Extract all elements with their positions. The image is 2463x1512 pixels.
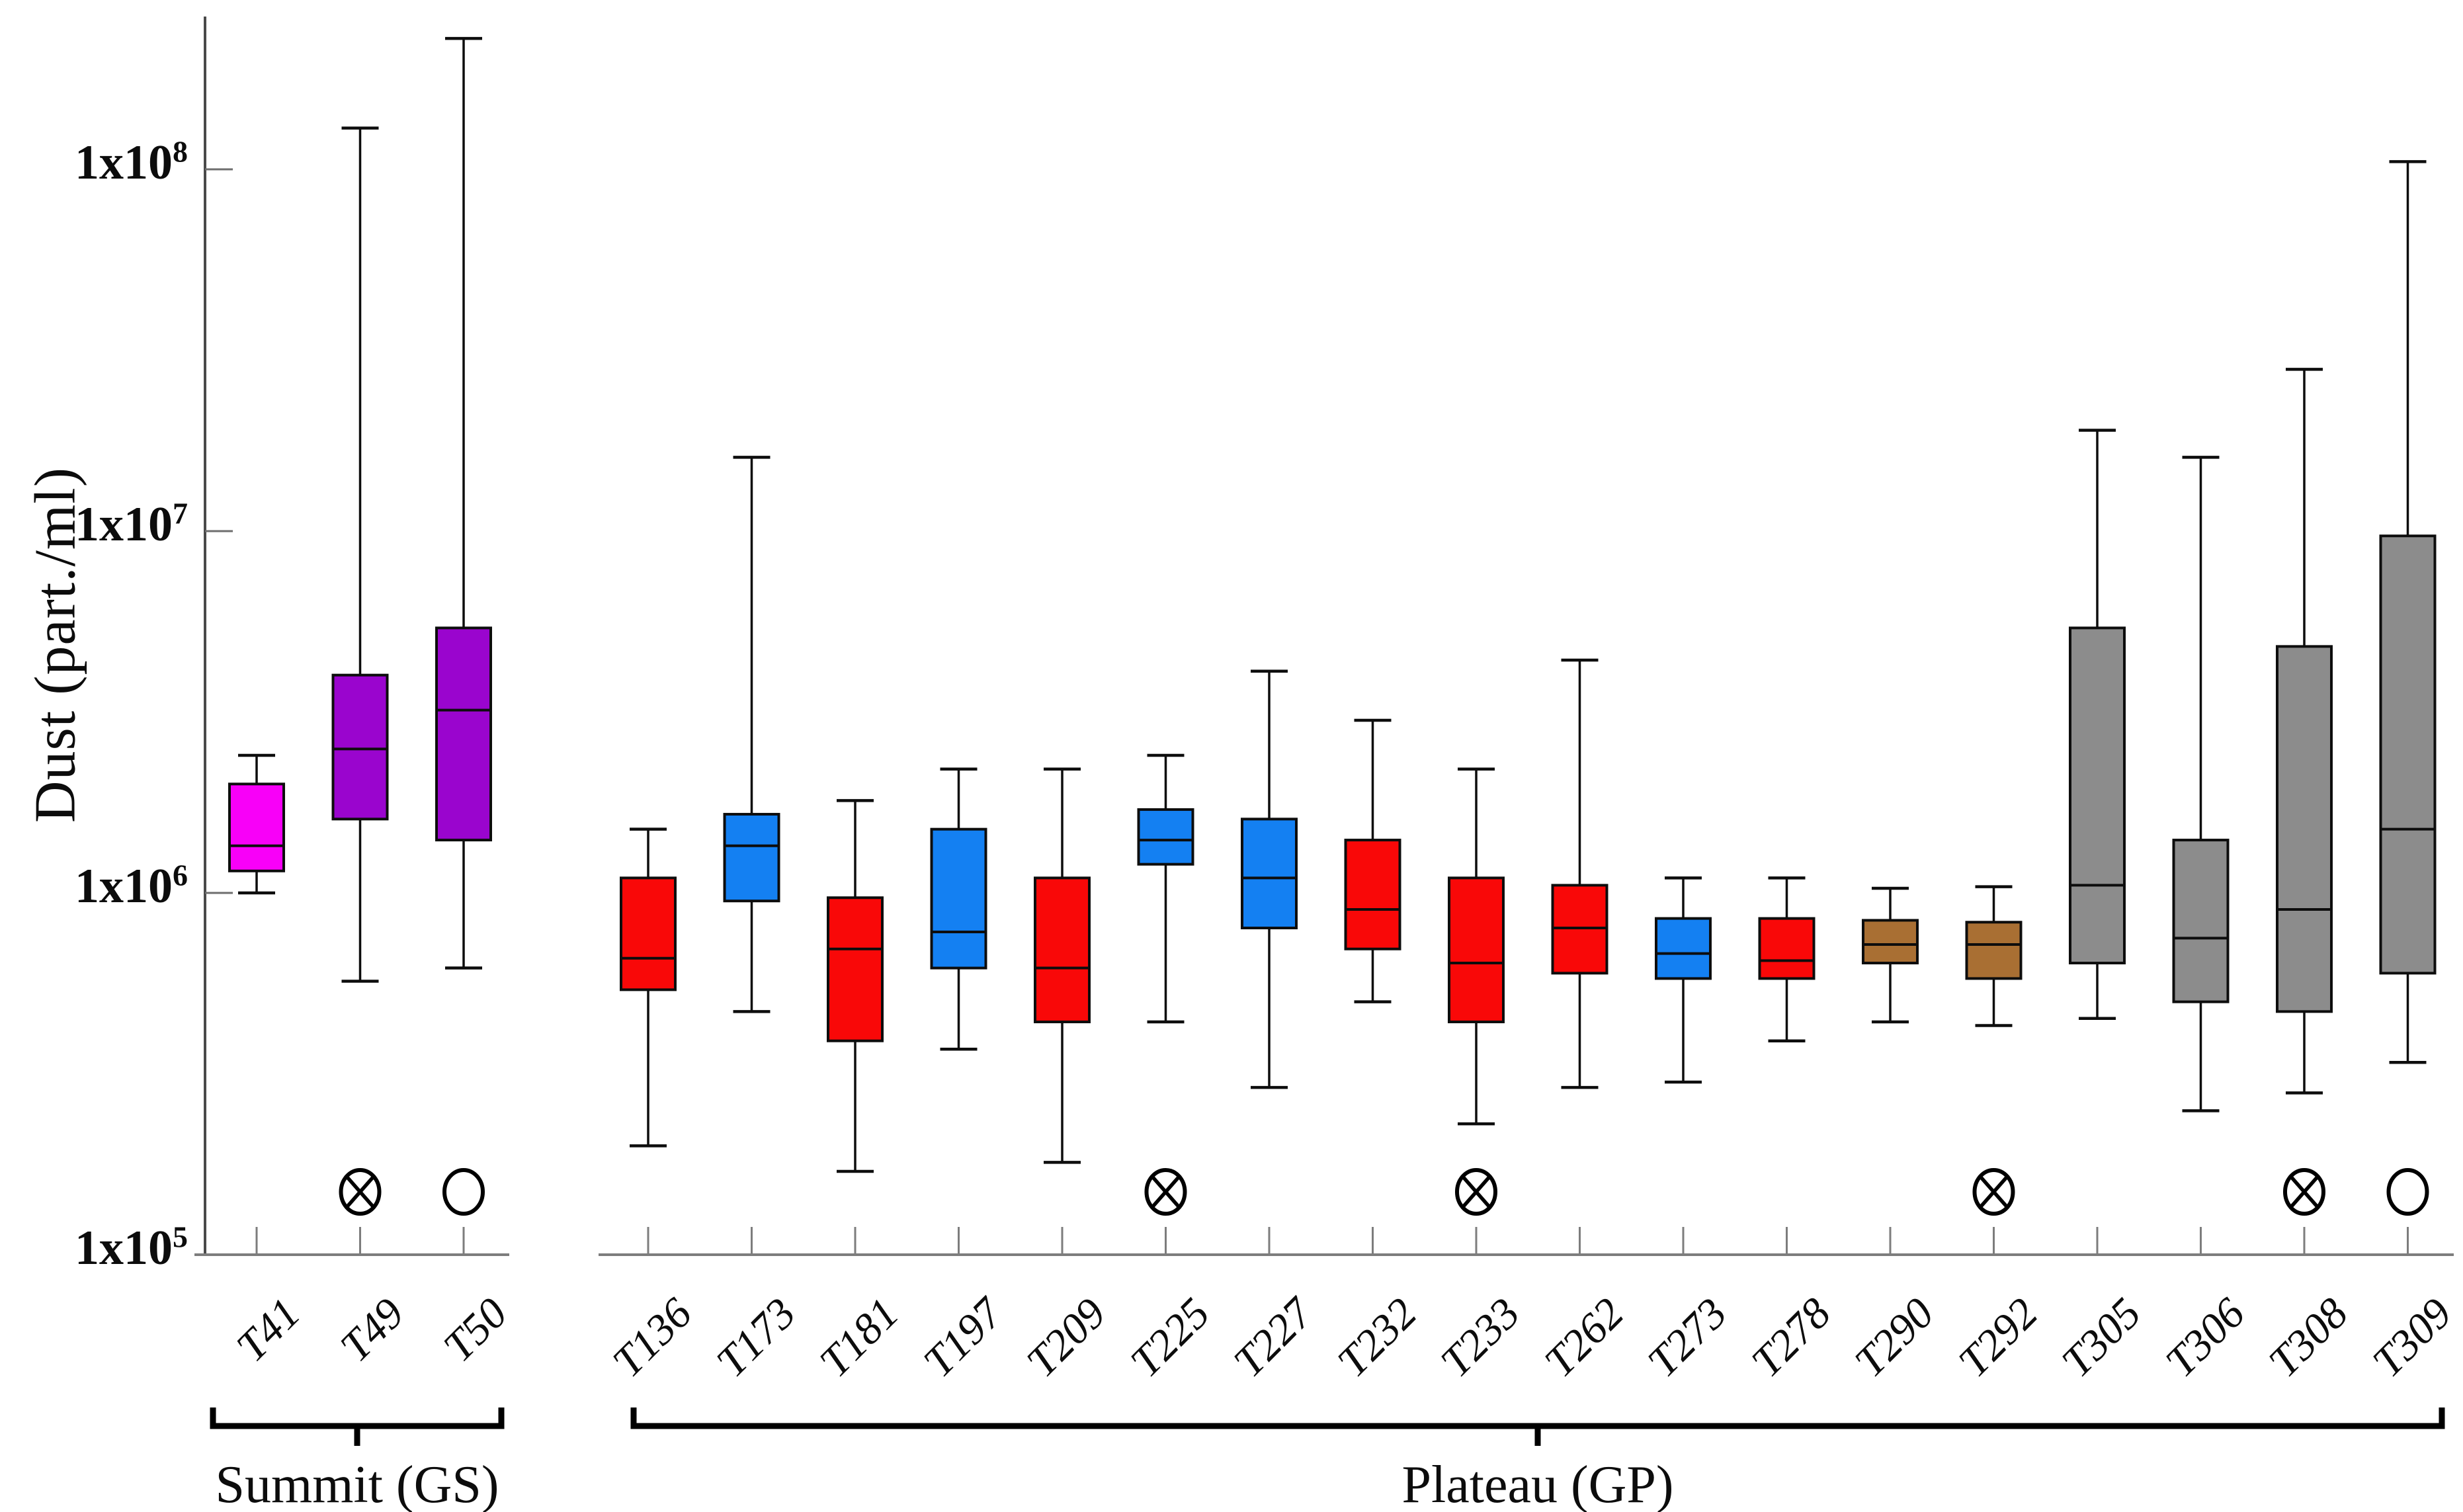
y-tick-exponent: 7 (173, 496, 188, 530)
marker-x-stroke (1978, 1175, 2009, 1209)
marker-ellipse (2283, 1168, 2325, 1216)
box-group-T41 (228, 753, 285, 895)
iqr-box-T309 (2379, 534, 2437, 975)
circle-x-marker (1144, 1168, 1187, 1216)
iqr-box-T173 (723, 813, 780, 903)
marker-ellipse (339, 1168, 382, 1216)
iqr-box-T232 (1344, 839, 1401, 950)
group-bracket-gp (630, 1407, 2445, 1446)
circle-x-marker (339, 1168, 382, 1216)
box-group-T181 (827, 799, 884, 1173)
marker-x-stroke (345, 1175, 376, 1209)
iqr-box-T41 (228, 782, 285, 872)
iqr-box-T290 (1862, 919, 1919, 965)
group-caption-gp: Plateau (GP) (1401, 1456, 1674, 1512)
y-tick-label: 1x108 (75, 134, 188, 190)
y-tick-label: 1x106 (75, 858, 188, 913)
marker-ellipse (2386, 1168, 2429, 1216)
box-group-T197 (930, 767, 987, 1051)
box-group-T290 (1862, 886, 1919, 1024)
box-group-T262 (1551, 658, 1608, 1089)
box-group-T233 (1448, 767, 1505, 1216)
iqr-box-T273 (1655, 917, 1712, 980)
box-group-T225 (1137, 753, 1194, 1216)
box-group-T278 (1758, 876, 1816, 1042)
box-group-T306 (2172, 456, 2230, 1113)
iqr-box-T308 (2276, 645, 2333, 1013)
iqr-box-T305 (2069, 626, 2126, 965)
iqr-box-T225 (1137, 808, 1194, 866)
box-group-T305 (2069, 429, 2126, 1020)
y-tick-exponent: 5 (173, 1220, 188, 1254)
y-tick-label: 1x105 (75, 1220, 188, 1275)
marker-ellipse (1972, 1168, 2015, 1216)
y-tick-exponent: 8 (173, 134, 188, 169)
iqr-box-T136 (620, 876, 677, 991)
box-group-T232 (1344, 718, 1401, 1003)
iqr-box-T227 (1241, 818, 1298, 930)
iqr-box-T233 (1448, 876, 1505, 1024)
box-group-T292 (1965, 885, 2023, 1216)
open-circle-marker (442, 1168, 485, 1216)
marker-x-stroke (2289, 1175, 2319, 1209)
circle-x-marker (1455, 1168, 1497, 1216)
box-group-T273 (1655, 876, 1712, 1084)
marker-x-stroke (1461, 1175, 1491, 1209)
marker-ellipse (442, 1168, 485, 1216)
circle-x-marker (1972, 1168, 2015, 1216)
iqr-box-T292 (1965, 921, 2023, 980)
iqr-box-T306 (2172, 839, 2230, 1003)
iqr-box-T209 (1034, 876, 1091, 1024)
iqr-box-T181 (827, 896, 884, 1042)
box-group-T49 (331, 126, 389, 1216)
iqr-box-T50 (435, 626, 492, 842)
box-group-T173 (723, 456, 780, 1013)
iqr-box-T197 (930, 827, 987, 970)
box-group-T50 (435, 36, 492, 1216)
y-tick-label: 1x107 (75, 496, 188, 552)
open-circle-marker (2386, 1168, 2429, 1216)
box-group-T209 (1034, 767, 1091, 1164)
box-group-T136 (620, 827, 677, 1148)
group-bracket-gs (210, 1407, 505, 1446)
iqr-box-T49 (331, 673, 389, 821)
box-group-T308 (2276, 368, 2333, 1216)
y-tick-exponent: 6 (173, 858, 188, 892)
iqr-box-T278 (1758, 917, 1816, 980)
box-group-T309 (2379, 160, 2437, 1216)
circle-x-marker (2283, 1168, 2325, 1216)
marker-x-stroke (1150, 1175, 1181, 1209)
marker-ellipse (1144, 1168, 1187, 1216)
group-caption-gs: Summit (GS) (215, 1456, 499, 1512)
marker-ellipse (1455, 1168, 1497, 1216)
box-group-T227 (1241, 669, 1298, 1089)
